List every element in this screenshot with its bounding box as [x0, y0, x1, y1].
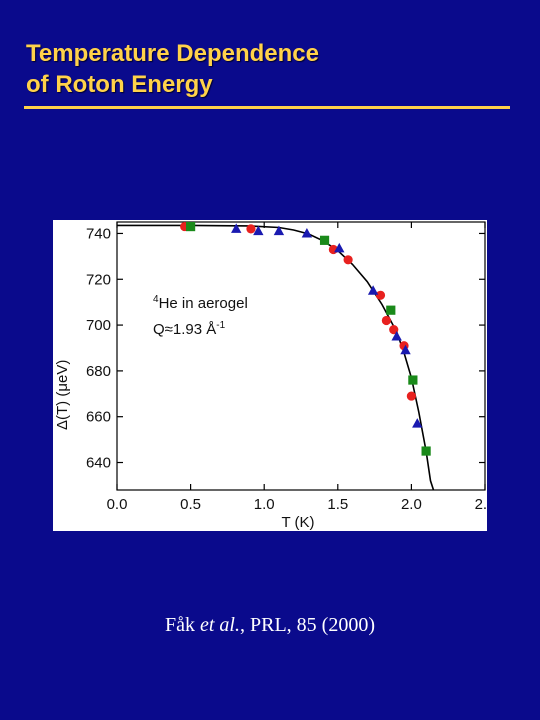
y-tick-label-4: 720 [86, 271, 111, 288]
square-point-2-0 [186, 221, 196, 232]
x-axis-label: T (K) [281, 514, 314, 531]
triangle-point-1-2 [273, 225, 285, 236]
x-tick-label-0: 0.0 [107, 496, 128, 513]
square-point-2-2 [386, 305, 396, 315]
circle-point-0-3 [343, 255, 353, 265]
square-point-2-3 [408, 375, 418, 385]
title-line-1: Temperature Dependence [26, 40, 319, 67]
slide-title: Temperature Dependence of Roton Energy [26, 38, 319, 100]
annotation-superscript-inv: -1 [216, 320, 225, 331]
circle-point-0-8 [406, 391, 416, 401]
x-tick-label-1: 0.5 [180, 496, 201, 513]
annotation-line-1: 4He in aerogel [153, 294, 248, 312]
triangle-point-1-5 [367, 285, 379, 295]
triangle-point-1-7 [400, 344, 411, 355]
triangle-point-1-3 [301, 227, 313, 238]
y-axis-label: Δ(T) (μeV) [54, 360, 71, 430]
y-tick-label-2: 680 [86, 363, 111, 380]
citation-etal: et al. [200, 614, 240, 636]
annotation-line-2: Q≈1.93 Å-1 [153, 320, 226, 338]
annotation-text-1: He in aerogel [159, 295, 248, 312]
citation-author: Fåk [165, 614, 195, 636]
x-tick-label-2: 1.0 [254, 496, 275, 513]
y-tick-label-5: 740 [86, 225, 111, 242]
triangle-point-1-1 [253, 225, 264, 236]
triangle-point-1-0 [231, 223, 242, 233]
title-line-2: of Roton Energy [26, 71, 213, 98]
fit-curve [117, 224, 435, 491]
plot-frame [116, 221, 486, 491]
citation: Fåk et al., PRL, 85 (2000) [0, 614, 540, 637]
citation-reference: , PRL, 85 (2000) [240, 614, 375, 636]
title-underline [24, 106, 510, 109]
square-point-2-1 [319, 235, 330, 245]
annotation-superscript-4: 4 [153, 294, 159, 305]
circle-point-0-5 [381, 315, 391, 326]
chart-svg: 0.0 0.5 1.0 1.5 2.0 2.5 640 660 680 700 720 740 Δ(T… [54, 221, 487, 531]
x-tick-label-4: 2.0 [401, 496, 422, 513]
circle-point-0-4 [375, 290, 386, 300]
x-tick-label-3: 1.5 [327, 496, 348, 513]
triangle-point-1-6 [391, 331, 402, 341]
chart-figure: 0.0 0.5 1.0 1.5 2.0 2.5 640 660 680 700 720 740 Δ(T… [53, 220, 487, 531]
circle-point-0-6 [389, 325, 399, 335]
square-point-2-4 [421, 446, 431, 456]
y-tick-label-0: 640 [86, 455, 111, 472]
y-tick-label-3: 700 [86, 317, 111, 334]
y-tick-label-1: 660 [86, 409, 111, 426]
x-tick-label-5: 2.5 [475, 496, 487, 513]
triangle-point-1-4 [334, 242, 345, 253]
triangle-point-1-8 [412, 418, 423, 428]
annotation-text-2: Q≈1.93 Å [153, 321, 216, 338]
circle-point-0-1 [246, 224, 256, 234]
